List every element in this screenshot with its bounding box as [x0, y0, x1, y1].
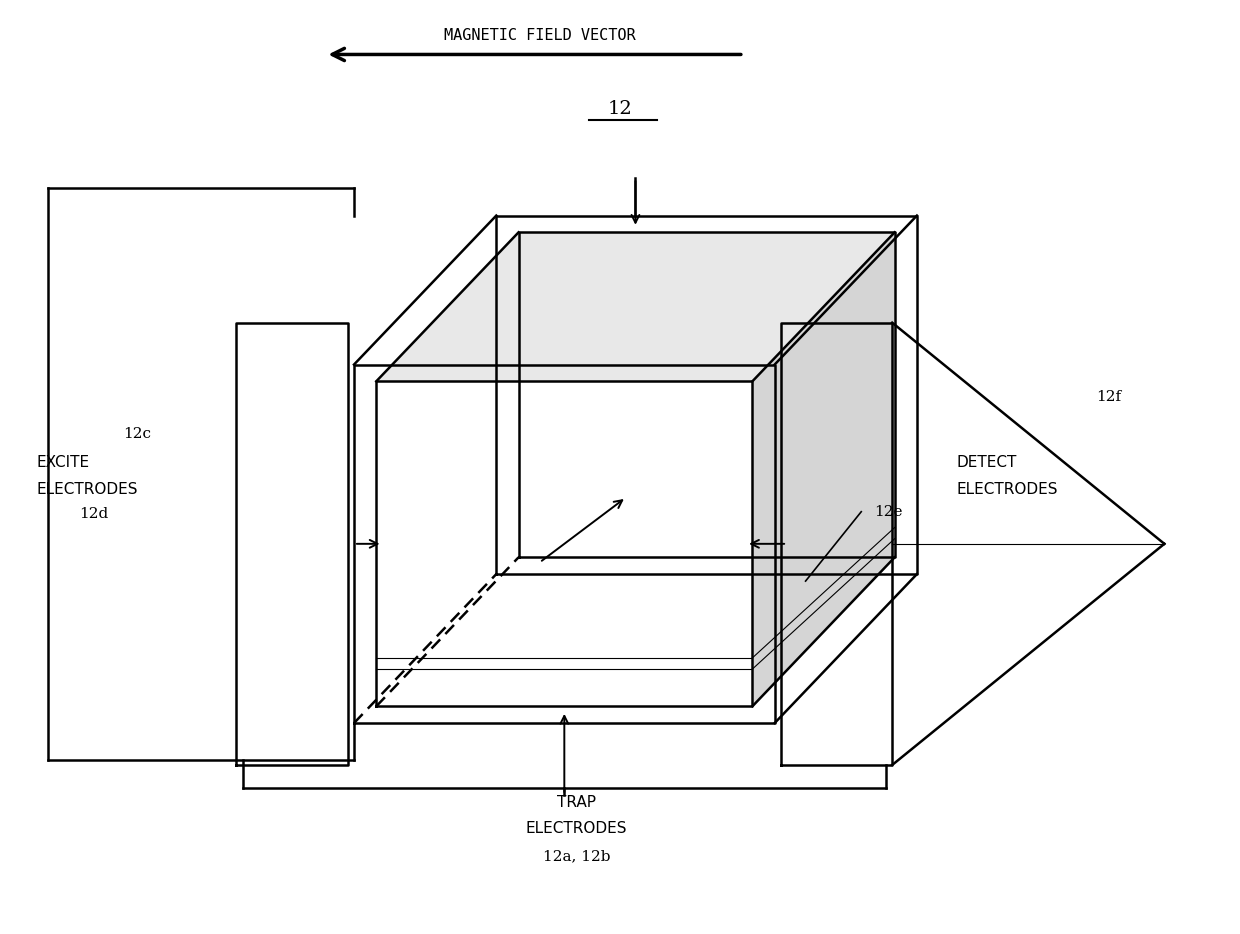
Text: 12f: 12f [1096, 390, 1121, 404]
Text: DETECT: DETECT [956, 455, 1017, 470]
Text: ELECTRODES: ELECTRODES [526, 821, 627, 836]
Polygon shape [753, 233, 895, 706]
Text: 12d: 12d [79, 506, 109, 520]
Text: ELECTRODES: ELECTRODES [956, 482, 1058, 497]
Polygon shape [376, 381, 753, 706]
Text: 12e: 12e [874, 504, 903, 518]
Text: TRAP: TRAP [557, 795, 596, 810]
Text: MAGNETIC FIELD VECTOR: MAGNETIC FIELD VECTOR [444, 28, 635, 43]
Text: 12c: 12c [123, 428, 150, 442]
Text: 12: 12 [608, 100, 632, 118]
Text: ELECTRODES: ELECTRODES [36, 482, 138, 497]
Text: EXCITE: EXCITE [36, 455, 89, 470]
Polygon shape [376, 233, 895, 381]
Text: 12a, 12b: 12a, 12b [543, 849, 610, 863]
